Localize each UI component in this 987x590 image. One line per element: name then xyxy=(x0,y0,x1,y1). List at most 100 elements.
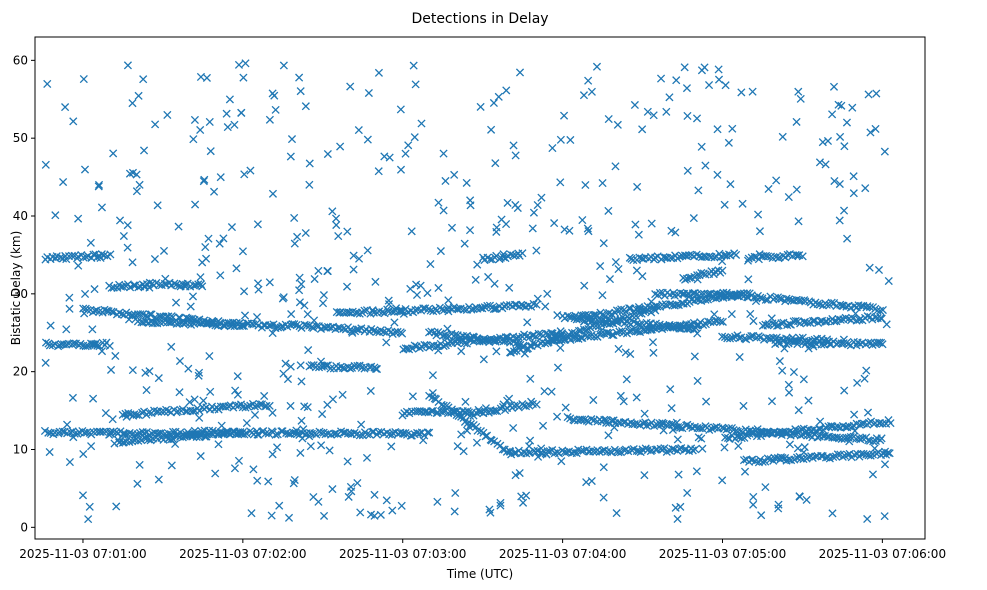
data-point-x-marker xyxy=(662,107,671,116)
data-point-x-marker xyxy=(471,275,480,284)
data-point-x-marker xyxy=(497,215,506,224)
x-tick-label: 2025-11-03 07:03:00 xyxy=(339,547,466,561)
data-point-x-marker xyxy=(599,493,608,502)
data-point-x-marker xyxy=(331,429,340,438)
data-point-x-marker xyxy=(848,103,857,112)
data-point-x-marker xyxy=(833,450,842,459)
data-point-x-marker xyxy=(798,252,807,261)
data-point-x-marker xyxy=(616,391,625,400)
data-point-x-marker xyxy=(556,178,565,187)
data-point-x-marker xyxy=(97,203,107,212)
data-point-x-marker xyxy=(679,299,688,308)
data-point-x-marker xyxy=(666,253,675,262)
data-point-x-marker xyxy=(295,73,304,82)
data-point-x-marker xyxy=(123,61,132,70)
data-point-x-marker xyxy=(808,316,818,326)
data-point-x-marker xyxy=(587,476,596,486)
data-point-x-marker xyxy=(817,451,826,460)
data-point-x-marker xyxy=(396,165,406,174)
data-point-x-marker xyxy=(355,309,364,318)
data-point-x-marker xyxy=(850,410,859,419)
data-point-x-marker xyxy=(270,91,279,100)
data-point-x-marker xyxy=(785,427,794,436)
data-point-x-marker xyxy=(123,243,132,252)
data-point-x-marker xyxy=(491,159,500,168)
data-point-x-marker xyxy=(265,115,274,124)
data-point-x-marker xyxy=(354,325,363,334)
data-point-x-marker xyxy=(189,135,198,144)
data-point-x-marker xyxy=(886,419,895,428)
data-point-x-marker xyxy=(79,74,88,84)
data-point-x-marker xyxy=(849,189,858,198)
data-point-x-marker xyxy=(880,147,889,156)
data-point-x-marker xyxy=(326,364,335,373)
data-point-x-marker xyxy=(836,315,845,324)
data-point-x-marker xyxy=(509,423,518,433)
data-point-x-marker xyxy=(465,226,475,235)
data-point-x-marker xyxy=(216,173,225,182)
data-point-x-marker xyxy=(171,439,180,449)
data-point-x-marker xyxy=(880,447,890,456)
data-point-x-marker xyxy=(69,339,78,348)
data-point-x-marker xyxy=(784,193,793,202)
data-point-x-marker xyxy=(713,125,722,134)
data-point-x-marker xyxy=(636,321,645,330)
data-point-x-marker xyxy=(151,120,160,129)
data-point-x-marker xyxy=(451,488,460,498)
data-point-x-marker xyxy=(300,301,309,310)
data-point-x-marker xyxy=(262,401,271,410)
data-point-x-marker xyxy=(388,506,397,515)
data-point-x-marker xyxy=(370,490,379,499)
data-point-x-marker xyxy=(579,91,589,100)
data-point-x-marker xyxy=(295,298,304,307)
data-point-x-marker xyxy=(301,102,310,111)
data-point-x-marker xyxy=(605,308,614,318)
data-point-x-marker xyxy=(473,426,482,435)
data-point-x-marker xyxy=(323,267,332,276)
data-point-x-marker xyxy=(515,68,525,77)
data-point-x-marker xyxy=(362,453,372,462)
data-point-x-marker xyxy=(697,268,706,278)
data-point-x-marker xyxy=(119,231,128,241)
data-point-x-marker xyxy=(242,418,251,428)
data-point-x-marker xyxy=(638,272,647,281)
data-point-x-marker xyxy=(376,510,385,519)
data-point-x-marker xyxy=(428,388,437,398)
data-point-x-marker xyxy=(651,253,660,262)
data-point-x-marker xyxy=(720,443,729,452)
data-point-x-marker xyxy=(529,208,538,217)
data-point-x-marker xyxy=(876,306,885,315)
data-point-x-marker xyxy=(756,293,765,302)
data-point-x-marker xyxy=(751,297,761,306)
data-point-x-marker xyxy=(842,118,852,127)
data-point-x-marker xyxy=(277,427,286,436)
data-point-x-marker xyxy=(264,477,273,486)
data-point-x-marker xyxy=(476,102,485,111)
data-point-x-marker xyxy=(537,444,546,453)
data-point-x-marker xyxy=(205,351,214,361)
data-point-x-marker xyxy=(607,416,616,425)
data-point-x-marker xyxy=(111,351,120,361)
chart-title: Detections in Delay xyxy=(411,11,548,27)
data-point-x-marker xyxy=(785,295,794,304)
data-point-x-marker xyxy=(837,434,846,444)
data-point-x-marker xyxy=(702,397,711,406)
data-point-x-marker xyxy=(439,149,448,158)
data-point-x-marker xyxy=(295,273,304,282)
data-point-x-marker xyxy=(693,376,702,385)
data-point-x-marker xyxy=(459,305,469,314)
data-point-x-marker xyxy=(694,186,703,195)
data-point-x-marker xyxy=(178,279,187,289)
data-point-x-marker xyxy=(748,87,757,96)
data-point-x-marker xyxy=(795,492,804,501)
data-point-x-marker xyxy=(279,369,288,378)
data-point-x-marker xyxy=(460,239,469,248)
data-point-x-marker xyxy=(241,403,250,412)
data-point-x-marker xyxy=(474,405,483,415)
data-point-x-marker xyxy=(115,308,124,317)
data-point-x-marker xyxy=(44,428,53,437)
data-point-x-marker xyxy=(89,340,98,349)
data-point-x-marker xyxy=(240,287,249,296)
data-point-x-marker xyxy=(487,436,496,445)
data-point-x-marker xyxy=(690,325,699,334)
